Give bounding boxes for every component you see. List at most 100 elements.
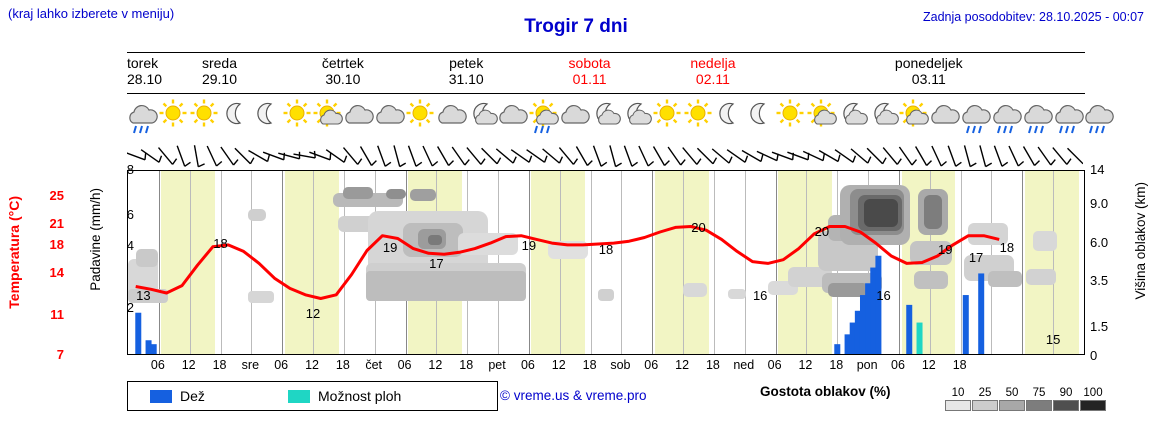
precip-bar — [870, 267, 877, 354]
cloud-scale-label-10: 10 — [951, 387, 965, 399]
cloud-icon — [341, 96, 375, 136]
cloud-height-axis-title: Višina oblakov (km) — [1133, 182, 1148, 300]
cloud-rain-icon — [989, 96, 1023, 136]
day-name: nedelja — [690, 55, 736, 71]
day-header-3: četrtek 30.10 — [281, 55, 404, 87]
x-tick-18: 18 — [582, 358, 597, 372]
day-header-6: nedelja 02.11 — [651, 55, 774, 87]
precip-bar — [849, 322, 856, 354]
temp-tick-21: 21 — [49, 216, 64, 231]
sun-icon — [681, 96, 715, 136]
rain-legend-label: Dež — [180, 388, 205, 404]
x-tick-18: 18 — [459, 358, 474, 372]
location-note: (kraj lahko izberete v meniju) — [8, 6, 175, 21]
cloud-blob — [1026, 269, 1056, 285]
cloud-tick-1.5: 1.5 — [1090, 319, 1109, 334]
precip-legend-box: Dež Možnost ploh — [127, 381, 498, 411]
moon-cloud-icon — [465, 96, 499, 136]
cloud-rain-icon — [1020, 96, 1054, 136]
grid-line-vertical — [590, 171, 592, 354]
x-tick-12: 12 — [798, 358, 813, 372]
x-tick-12: 12 — [181, 358, 196, 372]
temperature-point-label: 16 — [876, 288, 891, 303]
cloud-rain-icon — [125, 96, 159, 136]
precip-tick-4: 4 — [126, 238, 134, 253]
cloud-blob — [910, 241, 952, 265]
grid-line-vertical — [960, 171, 962, 354]
day-name: ponedeljek — [894, 55, 963, 71]
x-tick-18: 18 — [212, 358, 227, 372]
moon-icon — [711, 96, 745, 136]
cloud-blob — [248, 209, 266, 221]
x-tick-pon: pon — [856, 358, 878, 372]
grid-line-vertical — [220, 171, 222, 354]
cloud-rain-icon — [1081, 96, 1115, 136]
temperature-point-label: 17 — [968, 250, 984, 265]
cloud-scale-label-90: 90 — [1059, 387, 1073, 399]
x-tick-čet: čet — [365, 358, 383, 372]
grid-line-vertical — [528, 171, 530, 354]
temp-tick-14: 14 — [49, 265, 64, 280]
day-name: torek — [127, 55, 159, 71]
temperature-point-label: 16 — [752, 288, 768, 303]
cloud-blob — [788, 267, 832, 287]
cloud-blob — [914, 271, 948, 289]
day-date: 28.10 — [127, 71, 163, 87]
temperature-point-label: 18 — [598, 242, 614, 257]
cloud-blob — [248, 291, 274, 303]
cloud-density-label: Gostota oblakov (%) — [760, 384, 891, 399]
cloud-scale-swatch-50 — [999, 400, 1025, 411]
x-tick-pet: pet — [488, 358, 506, 372]
precip-bar — [865, 283, 872, 354]
cloud-tick-0: 0 — [1090, 348, 1098, 363]
daylight-band — [654, 171, 709, 354]
x-tick-sre: sre — [241, 358, 260, 372]
x-tick-12: 12 — [428, 358, 443, 372]
x-tick-18: 18 — [952, 358, 967, 372]
grid-line-vertical — [343, 171, 345, 354]
x-tick-06: 06 — [150, 358, 165, 372]
cloud-icon — [434, 96, 468, 136]
temperature-point-label: 20 — [691, 220, 706, 235]
temperature-point-label: 19 — [382, 240, 398, 255]
temperature-point-label: 20 — [814, 224, 830, 239]
moon-icon — [249, 96, 283, 136]
cloud-icon — [557, 96, 591, 136]
grid-line-vertical — [282, 171, 284, 354]
cloud-scale-label-100: 100 — [1083, 387, 1103, 399]
temperature-point-label: 13 — [136, 288, 151, 303]
precip-bar — [978, 273, 985, 354]
day-header-row: torek 28.10 sreda 29.10 četrtek 30.10 petek 31.… — [127, 52, 1085, 92]
shower-swatch — [288, 390, 310, 403]
temperature-point-label: 18 — [213, 236, 228, 251]
cloud-rain-icon — [958, 96, 992, 136]
cloud-scale-swatch-90 — [1053, 400, 1079, 411]
grid-line-vertical — [744, 171, 746, 354]
cloud-blob — [683, 283, 707, 297]
cloud-blob — [864, 199, 898, 227]
x-tick-06: 06 — [274, 358, 289, 372]
copyright-label: © vreme.us & vreme.pro — [500, 388, 647, 403]
x-tick-ned: ned — [733, 358, 755, 372]
x-tick-12: 12 — [675, 358, 690, 372]
moon-cloud-icon — [619, 96, 653, 136]
x-tick-06: 06 — [520, 358, 535, 372]
rain-swatch — [150, 390, 172, 403]
x-tick-12: 12 — [305, 358, 319, 372]
daylight-band — [1024, 171, 1079, 354]
sun-cloud-icon — [896, 96, 930, 136]
cloud-blob — [924, 195, 942, 229]
sun-icon — [156, 96, 190, 136]
day-header-1: torek 28.10 — [127, 55, 163, 87]
weather-icon-row — [125, 96, 1115, 140]
daylight-band — [531, 171, 586, 354]
temp-tick-18: 18 — [49, 237, 64, 252]
wind-barbs — [127, 145, 1083, 168]
sun-icon — [773, 96, 807, 136]
day-name: petek — [449, 55, 484, 71]
x-tick-sob: sob — [610, 358, 631, 372]
precip-bar — [875, 255, 882, 354]
x-tick-06: 06 — [644, 358, 659, 372]
grid-line-vertical — [806, 171, 808, 354]
cloud-tick-9.0: 9.0 — [1090, 196, 1109, 211]
